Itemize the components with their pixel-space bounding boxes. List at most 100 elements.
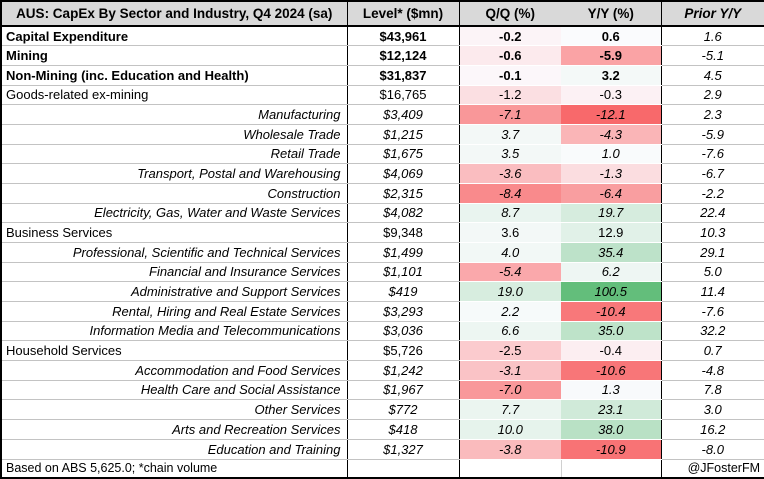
yy-value: -10.4 [561,301,661,322]
level-value: $1,675 [346,144,459,165]
table-row: Construction $2,315 -8.4 -6.4 -2.2 [1,183,764,204]
yy-value: 1.0 [561,144,661,165]
prior-value: -2.2 [660,183,764,204]
level-value: $1,242 [346,360,459,381]
table-row: Electricity, Gas, Water and Waste Servic… [1,203,764,224]
prior-value: -7.6 [660,144,764,165]
level-value: $4,082 [346,203,459,224]
table-row: Wholesale Trade $1,215 3.7 -4.3 -5.9 [1,124,764,145]
yy-value: -5.9 [561,45,661,66]
footer-empty-level [346,459,459,478]
qq-value: 19.0 [458,281,561,302]
level-value: $43,961 [346,26,459,47]
row-label: Arts and Recreation Services [1,419,347,440]
row-label: Household Services [1,340,347,361]
yy-value: -12.1 [561,104,661,125]
row-label: Capital Expenditure [1,26,347,47]
footer-empty-qq [458,459,561,478]
yy-value: -6.4 [561,183,661,204]
prior-value: 2.3 [660,104,764,125]
row-label: Information Media and Telecommunications [1,321,347,342]
row-label: Retail Trade [1,144,347,165]
level-value: $4,069 [346,163,459,184]
level-value: $31,837 [346,65,459,86]
table-row: Capital Expenditure $43,961 -0.2 0.6 1.6 [1,26,764,47]
level-value: $12,124 [346,45,459,66]
qq-value: -0.2 [458,26,561,47]
col-header-qq: Q/Q (%) [458,1,561,27]
row-label: Manufacturing [1,104,347,125]
qq-value: 8.7 [458,203,561,224]
qq-value: -5.4 [458,262,561,283]
prior-value: 10.3 [660,222,764,243]
col-header-prior: Prior Y/Y [660,1,764,27]
yy-value: -1.3 [561,163,661,184]
qq-value: -3.6 [458,163,561,184]
header-row: AUS: CapEx By Sector and Industry, Q4 20… [1,1,764,27]
qq-value: 2.2 [458,301,561,322]
prior-value: 1.6 [660,26,764,47]
row-label: Professional, Scientific and Technical S… [1,242,347,263]
prior-value: 3.0 [660,399,764,420]
qq-value: -3.1 [458,360,561,381]
qq-value: 4.0 [458,242,561,263]
yy-value: 6.2 [561,262,661,283]
yy-value: 35.0 [561,321,661,342]
table-row: Transport, Postal and Warehousing $4,069… [1,163,764,184]
prior-value: -6.7 [660,163,764,184]
table-footer: Based on ABS 5,625.0; *chain volume @JFo… [1,459,764,478]
level-value: $419 [346,281,459,302]
level-value: $3,293 [346,301,459,322]
yy-value: -10.6 [561,360,661,381]
row-label: Wholesale Trade [1,124,347,145]
footer-row: Based on ABS 5,625.0; *chain volume @JFo… [1,459,764,478]
level-value: $772 [346,399,459,420]
prior-value: 29.1 [660,242,764,263]
yy-value: -0.3 [561,85,661,106]
yy-value: -4.3 [561,124,661,145]
level-value: $9,348 [346,222,459,243]
qq-value: 3.7 [458,124,561,145]
prior-value: -5.9 [660,124,764,145]
prior-value: -7.6 [660,301,764,322]
table-row: Professional, Scientific and Technical S… [1,242,764,263]
level-value: $1,967 [346,380,459,401]
prior-value: 4.5 [660,65,764,86]
table-row: Financial and Insurance Services $1,101 … [1,262,764,283]
level-value: $1,327 [346,439,459,460]
table-row: Information Media and Telecommunications… [1,321,764,342]
qq-value: -7.1 [458,104,561,125]
row-label: Mining [1,45,347,66]
qq-value: -0.6 [458,45,561,66]
level-value: $5,726 [346,340,459,361]
prior-value: -8.0 [660,439,764,460]
qq-value: 7.7 [458,399,561,420]
table-row: Manufacturing $3,409 -7.1 -12.1 2.3 [1,104,764,125]
row-label: Construction [1,183,347,204]
level-value: $418 [346,419,459,440]
row-label: Administrative and Support Services [1,281,347,302]
table-row: Household Services $5,726 -2.5 -0.4 0.7 [1,340,764,361]
prior-value: -4.8 [660,360,764,381]
qq-value: -7.0 [458,380,561,401]
prior-value: 7.8 [660,380,764,401]
yy-value: 23.1 [561,399,661,420]
qq-value: 3.6 [458,222,561,243]
prior-value: 16.2 [660,419,764,440]
footer-empty-yy [560,459,661,478]
yy-value: 35.4 [561,242,661,263]
table-row: Accommodation and Food Services $1,242 -… [1,360,764,381]
row-label: Education and Training [1,439,347,460]
table-body: Capital Expenditure $43,961 -0.2 0.6 1.6… [1,26,764,460]
row-label: Transport, Postal and Warehousing [1,163,347,184]
table-row: Goods-related ex-mining $16,765 -1.2 -0.… [1,85,764,106]
row-label: Accommodation and Food Services [1,360,347,381]
qq-value: -2.5 [458,340,561,361]
yy-value: -10.9 [561,439,661,460]
level-value: $1,101 [346,262,459,283]
row-label: Other Services [1,399,347,420]
table-row: Rental, Hiring and Real Estate Services … [1,301,764,322]
row-label: Goods-related ex-mining [1,85,347,106]
yy-value: 1.3 [561,380,661,401]
